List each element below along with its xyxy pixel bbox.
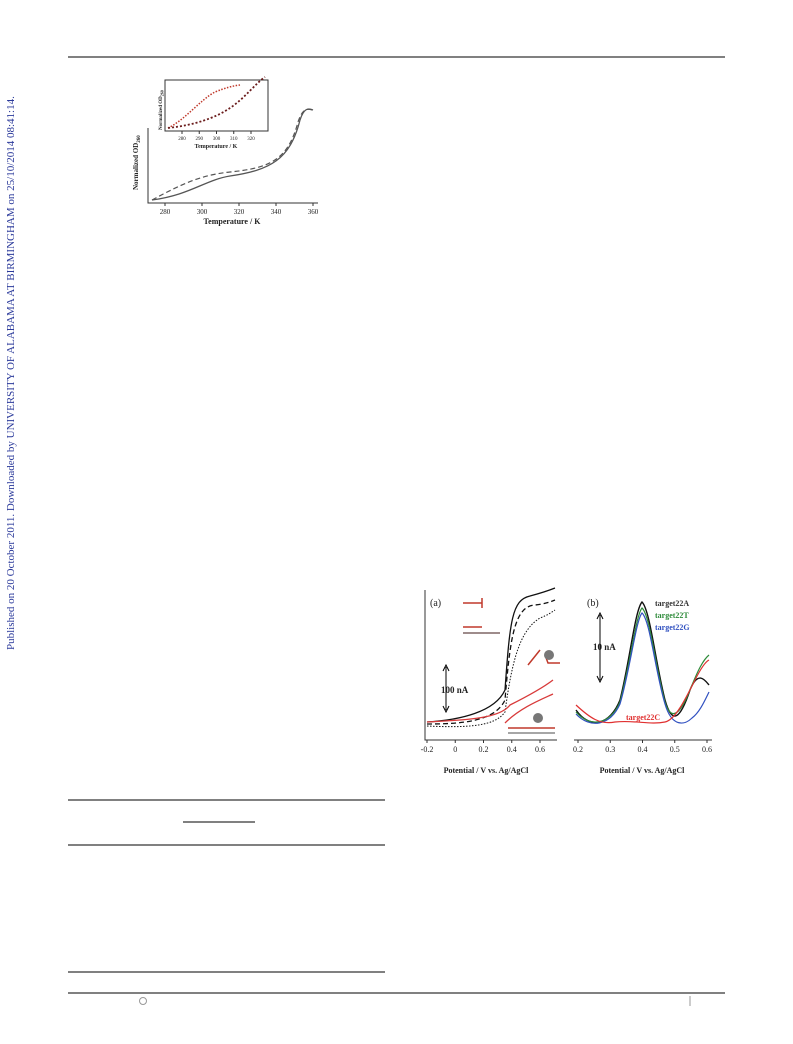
icon: [463, 626, 500, 634]
tick-label: 300: [213, 137, 221, 142]
y-label: Normalized OD260: [132, 135, 142, 190]
legend-entry: target22A: [655, 599, 689, 608]
curve: [167, 84, 241, 129]
curve: [426, 599, 556, 725]
tick-label: 360: [308, 208, 319, 216]
icon: [533, 713, 543, 723]
x-label: Temperature / K: [204, 217, 262, 226]
tick-label: 0.6: [535, 745, 545, 754]
scale-label: 10 nA: [593, 642, 616, 652]
y-label-text: Normalized OD: [132, 143, 140, 190]
scale-arrow: [442, 663, 450, 714]
tick-label: 0.2: [479, 745, 489, 754]
tick-label: 340: [271, 208, 282, 216]
curve: [426, 587, 556, 723]
tick-label: -0.2: [421, 745, 434, 754]
curve: [167, 76, 266, 129]
annotation: target22C: [626, 713, 660, 722]
x-label: Potential / V vs. Ag/AgCl: [600, 766, 686, 775]
tick-label: 0.4: [638, 745, 648, 754]
axis: [147, 128, 318, 204]
panel-label: (a): [430, 598, 441, 609]
curve: [575, 612, 710, 724]
icon: [527, 649, 560, 666]
x-ticks: 280 300 320 340 360: [160, 203, 319, 216]
tick-label: 0.4: [507, 745, 517, 754]
icon: [544, 650, 554, 660]
figure-1: Normalized OD260 Temperature / K 280 300 3…: [132, 76, 319, 226]
legend-entry: target22T: [655, 611, 689, 620]
scale-arrow: [596, 611, 604, 684]
figure-2b: (b) 10 nA target22A target22T target22G …: [573, 598, 712, 775]
curve: [426, 679, 554, 724]
x-label: Potential / V vs. Ag/AgCl: [444, 766, 530, 775]
curve: [575, 600, 710, 723]
tick-label: 280: [178, 137, 186, 142]
panel-label: (b): [587, 598, 599, 609]
tick-label: 290: [196, 137, 204, 142]
inset-frame: [164, 79, 269, 132]
y-label-sub: 260: [160, 90, 165, 96]
axis: [424, 590, 557, 741]
tick-label: 320: [234, 208, 245, 216]
x-ticks: 280 290 300 310 320: [178, 131, 255, 142]
icon: [463, 598, 483, 608]
y-label-sub: 260: [137, 135, 142, 143]
curve: [426, 609, 556, 728]
curve: [151, 108, 313, 201]
inset-x-label: Temperature / K: [195, 144, 238, 150]
inset-y-label: Normalized OD260: [159, 90, 165, 130]
y-label-text: Normalized OD: [159, 96, 164, 130]
tick-label: 0.5: [670, 745, 680, 754]
curve: [151, 108, 314, 201]
legend-entry: target22G: [655, 623, 690, 632]
tick-label: 0.6: [702, 745, 712, 754]
tick-label: 0: [453, 745, 457, 754]
footer-icon: [139, 997, 147, 1005]
tick-label: 310: [230, 137, 238, 142]
tick-label: 280: [160, 208, 171, 216]
x-ticks: -0.2 0 0.2 0.4 0.6: [421, 740, 545, 754]
x-ticks: 0.2 0.3 0.4 0.5 0.6: [573, 740, 712, 754]
tick-label: 0.3: [605, 745, 615, 754]
curve: [575, 659, 710, 724]
watermark: Published on 20 October 2011. Downloaded…: [5, 96, 17, 650]
tick-label: 0.2: [573, 745, 583, 754]
tick-label: 320: [247, 137, 255, 142]
tick-label: 300: [197, 208, 208, 216]
scale-label: 100 nA: [441, 685, 469, 695]
figure-2a: (a) 100 nA Potential / V vs. Ag/AgCl -0.…: [421, 587, 560, 775]
